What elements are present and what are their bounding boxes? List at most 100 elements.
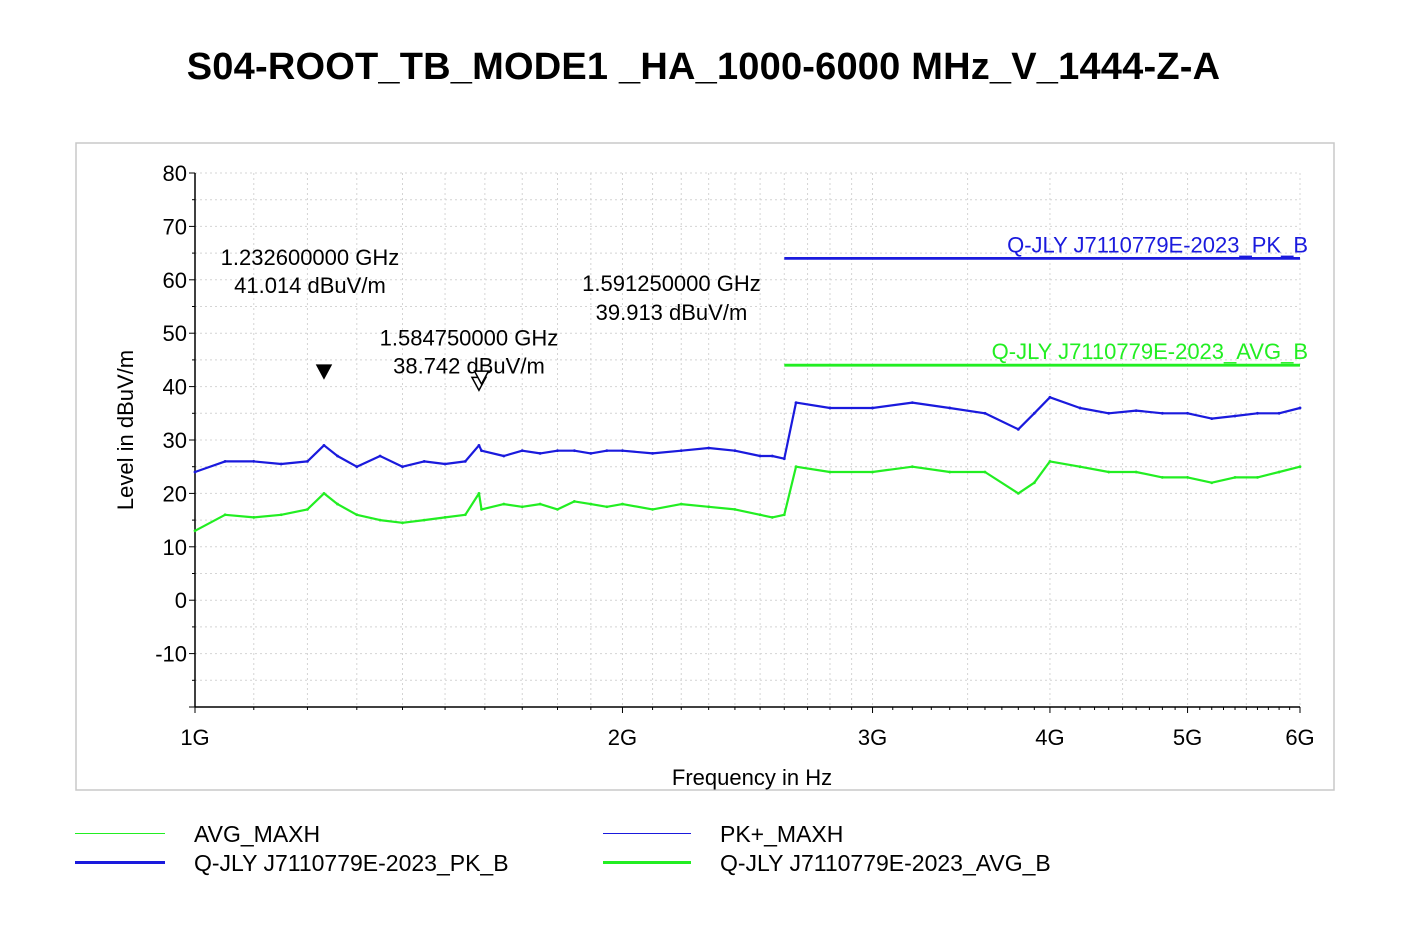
series-point	[306, 459, 309, 463]
series-point	[1134, 409, 1138, 413]
series-point	[1160, 411, 1164, 415]
series-point	[538, 451, 542, 455]
series-point	[1210, 417, 1214, 421]
series-point	[733, 508, 737, 511]
markers-group: 1.232600000 GHz 41.014 dBuV/m 1.584750000 …	[221, 245, 761, 392]
series-point	[948, 406, 952, 410]
series-point	[679, 449, 683, 453]
x-tick-label: 2G	[608, 725, 637, 750]
y-tick-label: 70	[163, 214, 187, 239]
series-group: Q-JLY J7110779E-2023_PK_B Q-JLY J7110779E…	[193, 232, 1308, 533]
series-point	[1186, 475, 1189, 479]
x-axis-label: Frequency in Hz	[672, 765, 832, 790]
series-point	[193, 470, 197, 474]
series-point	[782, 513, 786, 517]
series-point	[322, 492, 326, 495]
series-point	[948, 470, 952, 474]
series-point	[520, 505, 524, 509]
series-point	[1016, 427, 1020, 431]
series-point	[1048, 395, 1052, 399]
series-point	[1256, 475, 1259, 479]
series-point	[1186, 411, 1189, 415]
x-tick-label: 1G	[180, 725, 209, 750]
series-point	[1277, 470, 1281, 474]
series-point	[707, 505, 711, 509]
series-point	[477, 492, 481, 495]
series-point	[401, 521, 404, 525]
series-point	[279, 462, 283, 466]
y-tick-label: 0	[175, 588, 187, 613]
series-point	[279, 513, 283, 517]
series-point	[679, 502, 683, 506]
series-point	[252, 459, 256, 463]
series-point	[794, 465, 798, 469]
series-point	[871, 470, 874, 474]
series-point	[589, 502, 593, 506]
series-point	[828, 470, 832, 474]
series-point	[621, 502, 624, 506]
series-point	[651, 508, 654, 511]
series-point	[1107, 411, 1111, 415]
series-point	[983, 470, 987, 474]
series-point	[782, 457, 786, 461]
series-point	[422, 459, 426, 463]
series-point	[322, 443, 326, 447]
series-point	[1233, 475, 1237, 479]
series-point	[463, 513, 467, 517]
series-point	[1298, 465, 1302, 469]
series-point	[1277, 411, 1281, 415]
y-tick-label: -10	[155, 642, 187, 667]
series-point	[538, 502, 542, 506]
series-point	[223, 513, 227, 517]
series-point	[1256, 411, 1259, 415]
series-point	[443, 516, 447, 519]
chart-title: S04-ROOT_TB_MODE1 _HA_1000-6000 MHz_V_14…	[186, 46, 1221, 88]
series-point	[223, 459, 227, 463]
series-point	[572, 449, 576, 453]
marker-triangle	[473, 370, 490, 386]
series-point	[336, 502, 339, 506]
series-point	[733, 449, 737, 453]
y-tick-label: 40	[163, 375, 187, 400]
marker-triangle	[315, 364, 333, 380]
series-point	[556, 508, 559, 511]
series-point	[463, 459, 467, 463]
series-point	[758, 513, 762, 517]
limit-line-label: Q-JLY J7110779E-2023_AVG_B	[992, 339, 1308, 364]
series-point	[1298, 406, 1302, 410]
series-point	[1016, 492, 1020, 495]
y-tick-label: 80	[163, 161, 187, 186]
series-point	[621, 449, 624, 453]
series-point	[572, 500, 576, 503]
series-point	[1078, 406, 1082, 410]
limit-line-label: Q-JLY J7110779E-2023_PK_B	[1007, 232, 1308, 257]
x-tick-label: 4G	[1035, 725, 1064, 750]
series-point	[422, 518, 426, 522]
series-point	[480, 449, 483, 453]
series-point	[1032, 411, 1036, 415]
series-point	[477, 443, 481, 447]
series-point	[770, 454, 774, 458]
y-ticks: 80 70 60 50 40 30 20 10 0 -10	[155, 161, 195, 708]
series-point	[828, 406, 832, 410]
x-ticks: 1G 2G 3G 4G 5G 6G	[180, 707, 1315, 750]
series-point	[355, 513, 359, 517]
marker-level-label: 39.913 dBuV/m	[596, 300, 748, 325]
series-point	[480, 508, 483, 511]
series-point	[770, 516, 774, 519]
series-point	[605, 505, 609, 509]
series-point	[502, 502, 506, 506]
y-tick-label: 10	[163, 535, 187, 560]
series-point	[983, 411, 987, 415]
series-point	[502, 454, 506, 458]
series-point	[1233, 414, 1237, 418]
y-tick-label: 50	[163, 321, 187, 346]
y-tick-label: 20	[163, 481, 187, 506]
series-point	[556, 449, 559, 453]
series-point	[355, 465, 359, 469]
series-point	[794, 401, 798, 405]
marker-frequency-label: 1.591250000 GHz	[582, 271, 761, 296]
series-point	[758, 454, 762, 458]
series-point	[193, 529, 197, 533]
